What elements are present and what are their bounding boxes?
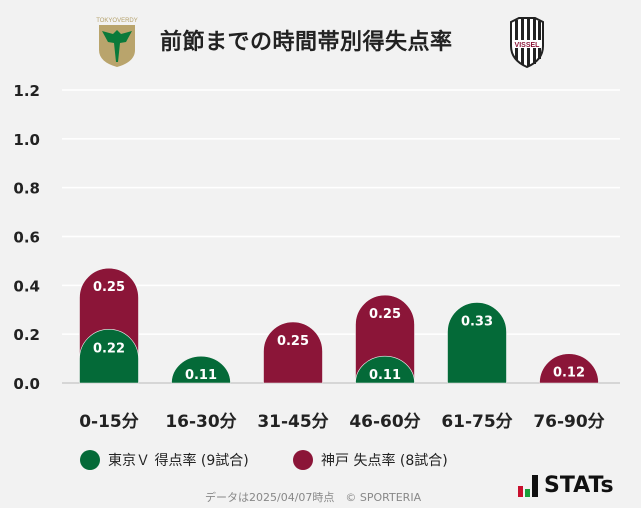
y-tick-label: 0.2	[13, 326, 40, 344]
y-tick-label: 1.0	[13, 131, 40, 149]
tokyo-verdy-logo: TOKYOVERDY	[96, 16, 138, 72]
bar-label-away: 0.25	[369, 307, 401, 322]
bar-away	[263, 321, 323, 384]
y-tick-label: 0.0	[13, 375, 40, 393]
chart-title: 前節までの時間帯別得失点率	[160, 30, 453, 55]
y-tick-label: 0.4	[13, 277, 40, 295]
y-tick-label: 1.2	[13, 82, 40, 100]
bar-home	[171, 355, 231, 384]
data-date-note: データは2025/04/07時点 © SPORTERIA	[205, 491, 422, 504]
y-tick-label: 0.6	[13, 229, 40, 247]
bar-label-away: 0.12	[553, 366, 585, 381]
legend-swatch-away	[293, 450, 313, 470]
bar-label-home: 0.33	[461, 314, 493, 329]
x-tick-label: 16-30分	[165, 412, 236, 432]
legend-item-away: 神戸 失点率 (8試合)	[293, 450, 448, 470]
bar-home	[355, 355, 415, 384]
x-tick-label: 0-15分	[79, 412, 139, 432]
legend-label-home: 東京Ｖ 得点率 (9試合)	[108, 453, 249, 469]
svg-text:TOKYOVERDY: TOKYOVERDY	[96, 18, 138, 24]
bar-away	[539, 353, 599, 384]
bar-home	[447, 302, 507, 384]
legend-swatch-home	[80, 450, 100, 470]
legend-label-away: 神戸 失点率 (8試合)	[321, 453, 448, 469]
bar-label-home: 0.11	[369, 368, 401, 383]
bar-label-away: 0.25	[93, 280, 125, 295]
stats-logo: STATs	[518, 475, 614, 497]
x-tick-label: 76-90分	[533, 412, 604, 432]
x-tick-label: 61-75分	[441, 412, 512, 432]
x-tick-label: 31-45分	[257, 412, 328, 432]
x-tick-label: 46-60分	[349, 412, 420, 432]
stats-brand: STATs	[544, 473, 614, 498]
stats-bars-icon	[518, 475, 538, 497]
bar-label-home: 0.11	[185, 368, 217, 383]
bar-chart: 0.0 0.2 0.4 0.6 0.8 1.0 1.2 0.25 0.22 0-15分 0.11 16…	[13, 82, 620, 432]
bar-label-away: 0.25	[277, 334, 309, 349]
vissel-kobe-logo: VISSEL	[507, 16, 547, 72]
svg-text:VISSEL: VISSEL	[515, 42, 541, 49]
legend-item-home: 東京Ｖ 得点率 (9試合)	[80, 450, 249, 470]
y-tick-label: 0.8	[13, 180, 40, 198]
bar-home	[79, 329, 139, 384]
bar-label-home: 0.22	[93, 341, 125, 356]
